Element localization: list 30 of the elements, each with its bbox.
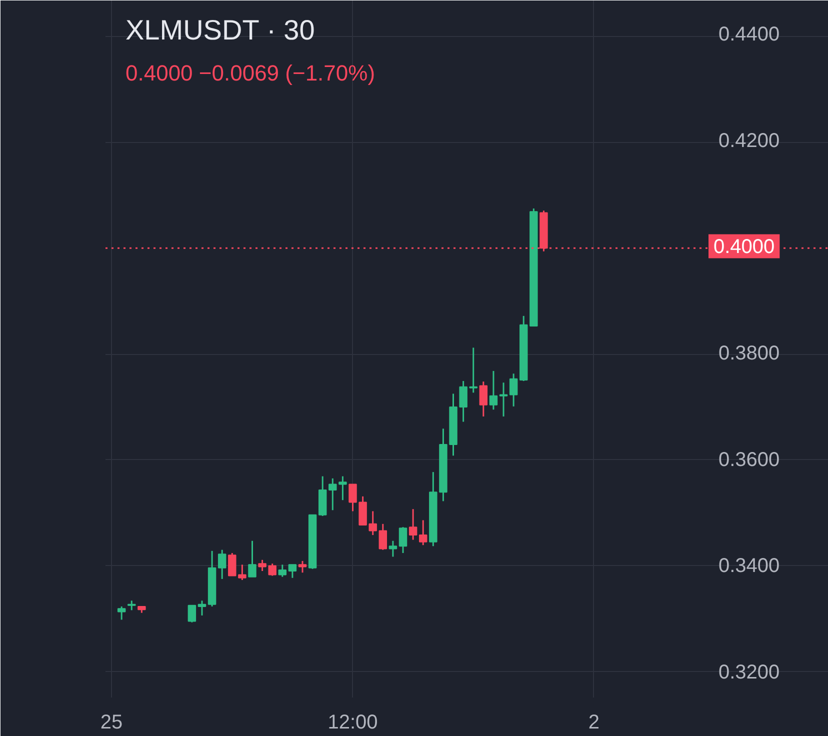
candlestick: [117, 606, 126, 620]
candlestick: [298, 560, 307, 574]
candlestick: [509, 372, 518, 408]
candlestick: [408, 508, 418, 541]
y-tick-label: 0.3600: [718, 448, 780, 471]
x-tick-label: 12:00: [328, 712, 378, 734]
candlestick: [218, 549, 226, 580]
candlestick: [489, 370, 498, 410]
candlestick: [188, 604, 196, 624]
candlestick: [479, 380, 488, 418]
candlestick: [388, 540, 398, 558]
candlestick: [378, 523, 388, 551]
candlestick: [198, 600, 206, 616]
candlestick: [288, 564, 297, 579]
y-tick-label: 0.4200: [718, 130, 780, 152]
candlestick: [128, 600, 136, 611]
candlestick: [499, 382, 508, 418]
y-tick-label: 0.4400: [718, 24, 780, 46]
y-tick-label: 0.3200: [718, 661, 780, 684]
ref-line-label: 0.4000: [714, 236, 775, 258]
candlestick: [398, 526, 408, 554]
candlestick: [278, 564, 287, 578]
x-tick-label: 2: [588, 712, 600, 734]
y-tick-label: 0.3400: [718, 555, 780, 578]
x-tick-label: 25: [100, 712, 123, 734]
candlestick: [248, 540, 256, 578]
candlestick: [418, 519, 428, 546]
y-tick-label: 0.3800: [718, 342, 780, 365]
text: XLMUSDT · 30: [126, 14, 315, 46]
text: 0.4000 −0.0069 (−1.70%): [126, 60, 376, 86]
